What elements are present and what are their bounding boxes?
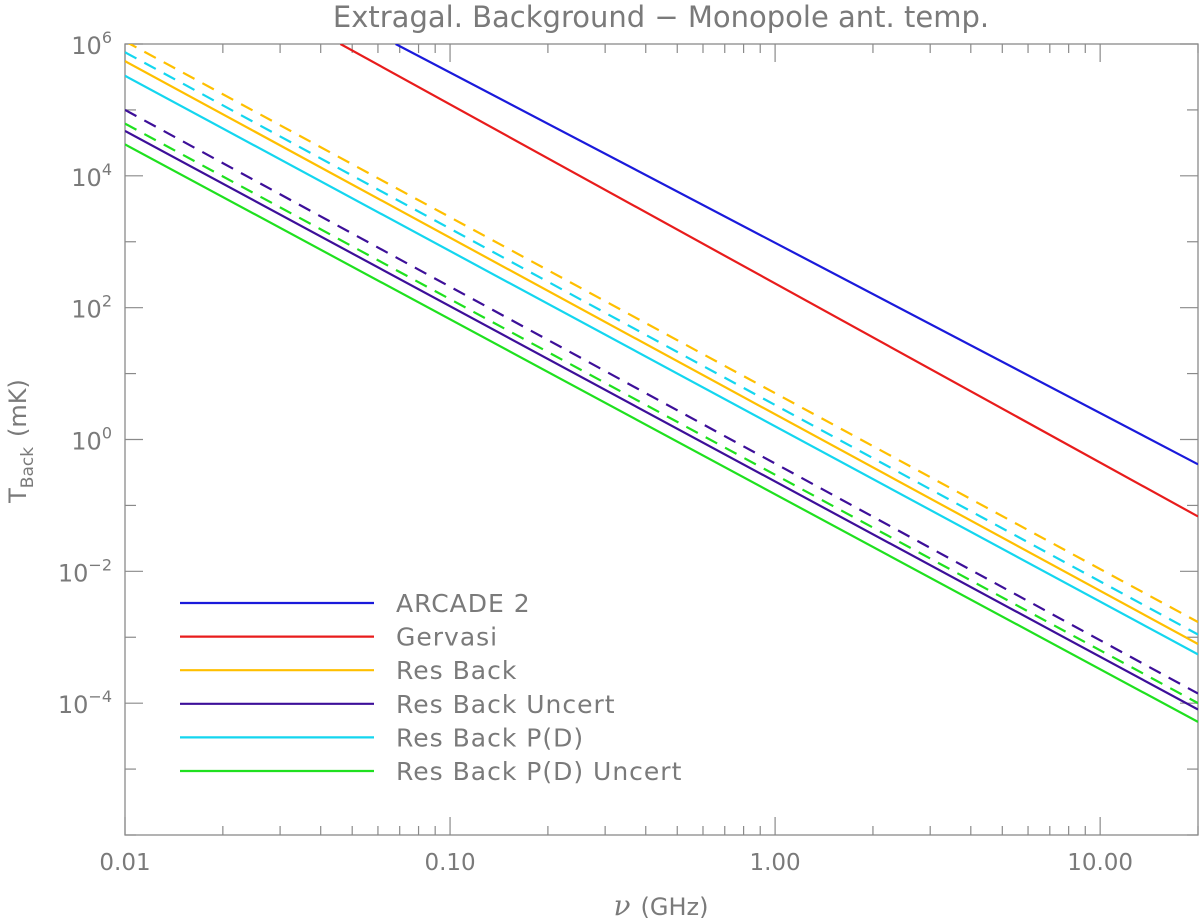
y-tick-exponent: −2 <box>88 555 112 574</box>
series-lines <box>125 44 1198 723</box>
x-axis-unit: (GHz) <box>641 893 709 921</box>
y-tick-base: 10 <box>71 296 102 324</box>
series-line-5 <box>125 143 1198 723</box>
y-tick-label: 10−2 <box>58 555 112 587</box>
series-line-dashed-8 <box>125 108 1198 695</box>
y-tick-exponent: 0 <box>102 424 112 443</box>
x-tick-label: 0.01 <box>99 850 150 876</box>
x-tick-label: 0.10 <box>424 850 475 876</box>
legend-label: Res Back P(D) Uncert <box>396 757 682 786</box>
series-line-dashed-6 <box>127 44 1198 624</box>
series-line-dashed-9 <box>125 122 1198 705</box>
legend-label: Gervasi <box>396 623 498 652</box>
x-tick-label: 10.00 <box>1067 850 1133 876</box>
y-tick-base: 10 <box>71 32 102 60</box>
y-axis-label: TBack (mK) <box>4 379 38 504</box>
y-tick-exponent: 2 <box>102 292 112 311</box>
legend: ARCADE 2 Gervasi Res Back Res Back Uncert Re… <box>180 589 682 786</box>
series-line-dashed-7 <box>125 51 1198 636</box>
legend-label: Res Back <box>396 656 517 685</box>
y-tick-exponent: 6 <box>102 28 112 47</box>
y-tick-base: 10 <box>58 559 89 587</box>
y-tick-exponent: 4 <box>102 160 112 179</box>
y-tick-label: 100 <box>71 424 112 456</box>
chart-title: Extragal. Background − Monopole ant. tem… <box>333 0 989 34</box>
y-axis-symbol: T <box>4 488 32 504</box>
legend-label: Res Back Uncert <box>396 690 616 719</box>
y-tick-base: 10 <box>58 691 89 719</box>
y-tick-label: 104 <box>71 160 112 192</box>
x-axis-symbol: ν <box>614 889 631 922</box>
x-tick-label: 1.00 <box>749 850 800 876</box>
series-line-4 <box>125 74 1198 656</box>
series-line-2 <box>125 60 1198 645</box>
series-line-3 <box>125 129 1198 711</box>
y-tick-base: 10 <box>71 164 102 192</box>
y-tick-exponent: −4 <box>88 687 112 706</box>
y-tick-label: 10−4 <box>58 687 112 719</box>
legend-label: ARCADE 2 <box>396 589 531 618</box>
series-line-0 <box>395 44 1198 466</box>
y-tick-base: 10 <box>71 428 102 456</box>
y-axis-subscript: Back <box>18 447 38 488</box>
x-axis-label: ν (GHz) <box>614 889 709 922</box>
y-tick-label: 102 <box>71 292 112 324</box>
y-axis-unit: (mK) <box>4 379 32 437</box>
series-line-1 <box>339 44 1198 518</box>
x-tick-labels: 0.01 0.10 1.00 10.00 <box>99 850 1133 876</box>
y-tick-label: 106 <box>71 28 112 60</box>
legend-label: Res Back P(D) <box>396 723 584 752</box>
